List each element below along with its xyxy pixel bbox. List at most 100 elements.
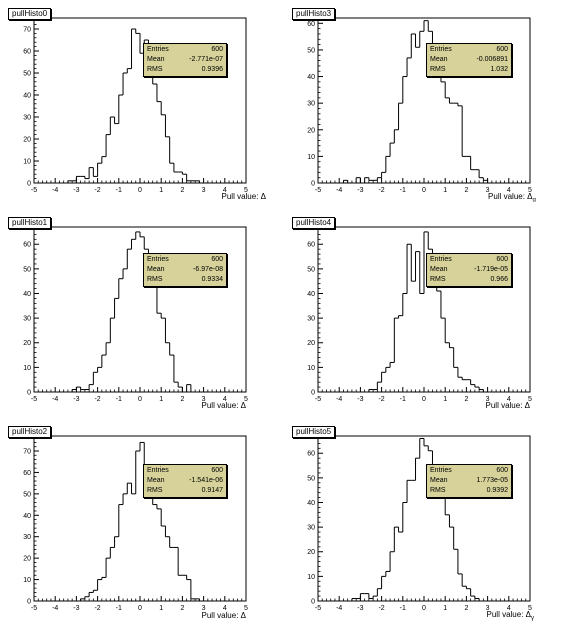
x-tick-label: -1 (116, 605, 122, 612)
stats-box: Entries 600 Mean -6.97e-08 RMS 0.9334 (143, 253, 227, 287)
histogram-pad-pullHisto4: 0 10 20 30 40 50 60 -5 -4 -3 -2 -1 0 1 2 3 4 5 pullHisto4… (292, 217, 554, 417)
stats-rms-label: RMS (430, 487, 446, 494)
plot-svg: 0 10 20 30 40 50 60 70 -5 -4 -3 -2 -1 0 1 2 3 4 5 (23, 17, 248, 194)
plot-svg: 0 10 20 30 40 50 60 -5 -4 -3 -2 -1 0 1 2 3 4 5 (307, 226, 532, 403)
plot-frame (317, 435, 531, 602)
x-tick-label: -2 (94, 187, 100, 194)
y-tick-label: 40 (23, 93, 31, 100)
x-tick-label: -3 (357, 396, 363, 403)
stats-mean-label: Mean (147, 266, 165, 273)
stats-entries-label: Entries (147, 256, 169, 263)
plot-frame (33, 435, 247, 602)
y-tick-label: 30 (307, 101, 315, 108)
x-tick-label: 0 (138, 396, 142, 403)
x-tick-label: -4 (336, 396, 342, 403)
y-tick-label: 60 (307, 451, 315, 458)
y-tick-label: 20 (23, 137, 31, 144)
stats-rms-label: RMS (430, 66, 446, 73)
y-tick-label: 20 (23, 556, 31, 563)
y-tick-label: 50 (23, 266, 31, 273)
x-tick-label: 3 (202, 605, 206, 612)
x-tick-label: -5 (315, 187, 321, 194)
x-tick-label: -5 (315, 396, 321, 403)
x-tick-label: 0 (138, 187, 142, 194)
y-tick-label: 60 (23, 470, 31, 477)
x-axis-label: Pull value: Δα (488, 192, 536, 204)
x-tick-label: 4 (223, 605, 227, 612)
x-axis-label-subscript: γ (531, 615, 534, 622)
y-tick-label: 60 (23, 242, 31, 249)
y-tick-label: 50 (307, 47, 315, 54)
stats-rms-label: RMS (147, 276, 163, 283)
histogram-pad-pullHisto1: 0 10 20 30 40 50 60 -5 -4 -3 -2 -1 0 1 2 3 4 5 pullHisto1… (8, 217, 270, 417)
stats-mean-label: Mean (430, 56, 448, 63)
pad-title: pullHisto5 (292, 426, 336, 438)
y-tick-label: 70 (23, 449, 31, 456)
y-tick-label: 40 (307, 291, 315, 298)
pad-title: pullHisto4 (292, 217, 336, 229)
y-tick-label: 10 (23, 159, 31, 166)
x-tick-label: -1 (116, 187, 122, 194)
stats-entries-value: 600 (496, 256, 508, 263)
x-axis-label: Pull value: Δγ (486, 610, 534, 622)
y-tick-label: 70 (23, 27, 31, 34)
x-tick-label: 4 (507, 605, 511, 612)
x-tick-label: 0 (138, 605, 142, 612)
pad-title: pullHisto2 (8, 426, 52, 438)
x-tick-label: -5 (31, 396, 37, 403)
x-tick-label: -2 (378, 396, 384, 403)
stats-box: Entries 600 Mean -1.541e-06 RMS 0.9147 (143, 464, 227, 498)
x-tick-label: 0 (422, 396, 426, 403)
y-tick-label: 10 (23, 577, 31, 584)
stats-box: Entries 600 Mean -1.719e-05 RMS 0.966 (426, 253, 512, 287)
y-tick-label: 30 (307, 525, 315, 532)
stats-rms-value: 0.966 (490, 276, 508, 283)
x-axis-label: Pull value: Δ (221, 192, 266, 201)
plot-svg: 0 10 20 30 40 50 60 -5 -4 -3 -2 -1 0 1 2 3 4 5 (23, 226, 248, 403)
y-tick-label: 0 (311, 390, 315, 397)
x-axis-label: Pull value: Δ (485, 401, 530, 410)
y-tick-label: 60 (307, 242, 315, 249)
y-tick-label: 10 (307, 574, 315, 581)
x-tick-label: 2 (180, 396, 184, 403)
x-tick-label: -5 (315, 605, 321, 612)
stats-entries-value: 600 (211, 467, 223, 474)
x-tick-label: 5 (528, 605, 532, 612)
stats-box: Entries 600 Mean -2.771e-07 RMS 0.9396 (143, 43, 227, 77)
x-tick-label: -4 (52, 187, 58, 194)
x-tick-label: -1 (400, 605, 406, 612)
stats-rms-value: 1.032 (490, 66, 508, 73)
stats-mean-value: -1.719e-05 (474, 266, 508, 273)
stats-mean-label: Mean (430, 266, 448, 273)
y-tick-label: 40 (23, 513, 31, 520)
y-tick-label: 50 (307, 475, 315, 482)
y-tick-label: 50 (23, 491, 31, 498)
histogram-pad-pullHisto3: 0 10 20 30 40 50 60 -5 -4 -3 -2 -1 0 1 2 3 4 5 pullHisto3… (292, 8, 554, 208)
x-tick-label: 5 (528, 187, 532, 194)
x-tick-label: -2 (378, 187, 384, 194)
plot-svg: 0 10 20 30 40 50 60 -5 -4 -3 -2 -1 0 1 2 3 4 5 (307, 435, 532, 612)
x-tick-label: 5 (244, 396, 248, 403)
x-tick-label: 2 (464, 396, 468, 403)
x-tick-label: -4 (336, 605, 342, 612)
y-tick-label: 30 (23, 115, 31, 122)
x-tick-label: 4 (507, 187, 511, 194)
y-tick-label: 0 (311, 599, 315, 606)
histogram-pad-pullHisto2: 0 10 20 30 40 50 60 70 -5 -4 -3 -2 -1 0 1 2 3 4 5 pullHist… (8, 426, 270, 626)
x-tick-label: 1 (159, 396, 163, 403)
stats-mean-value: -6.97e-08 (193, 266, 223, 273)
x-tick-label: 5 (528, 396, 532, 403)
y-tick-label: 20 (307, 127, 315, 134)
y-tick-label: 0 (27, 181, 31, 188)
x-tick-label: 4 (223, 396, 227, 403)
x-tick-label: -1 (116, 396, 122, 403)
x-tick-label: 2 (464, 605, 468, 612)
x-tick-label: -3 (73, 396, 79, 403)
x-tick-label: 4 (507, 396, 511, 403)
x-tick-label: 2 (464, 187, 468, 194)
y-tick-label: 0 (311, 181, 315, 188)
y-tick-label: 0 (27, 599, 31, 606)
stats-entries-value: 600 (496, 46, 508, 53)
stats-rms-value: 0.9334 (201, 276, 223, 283)
stats-entries-value: 600 (211, 256, 223, 263)
